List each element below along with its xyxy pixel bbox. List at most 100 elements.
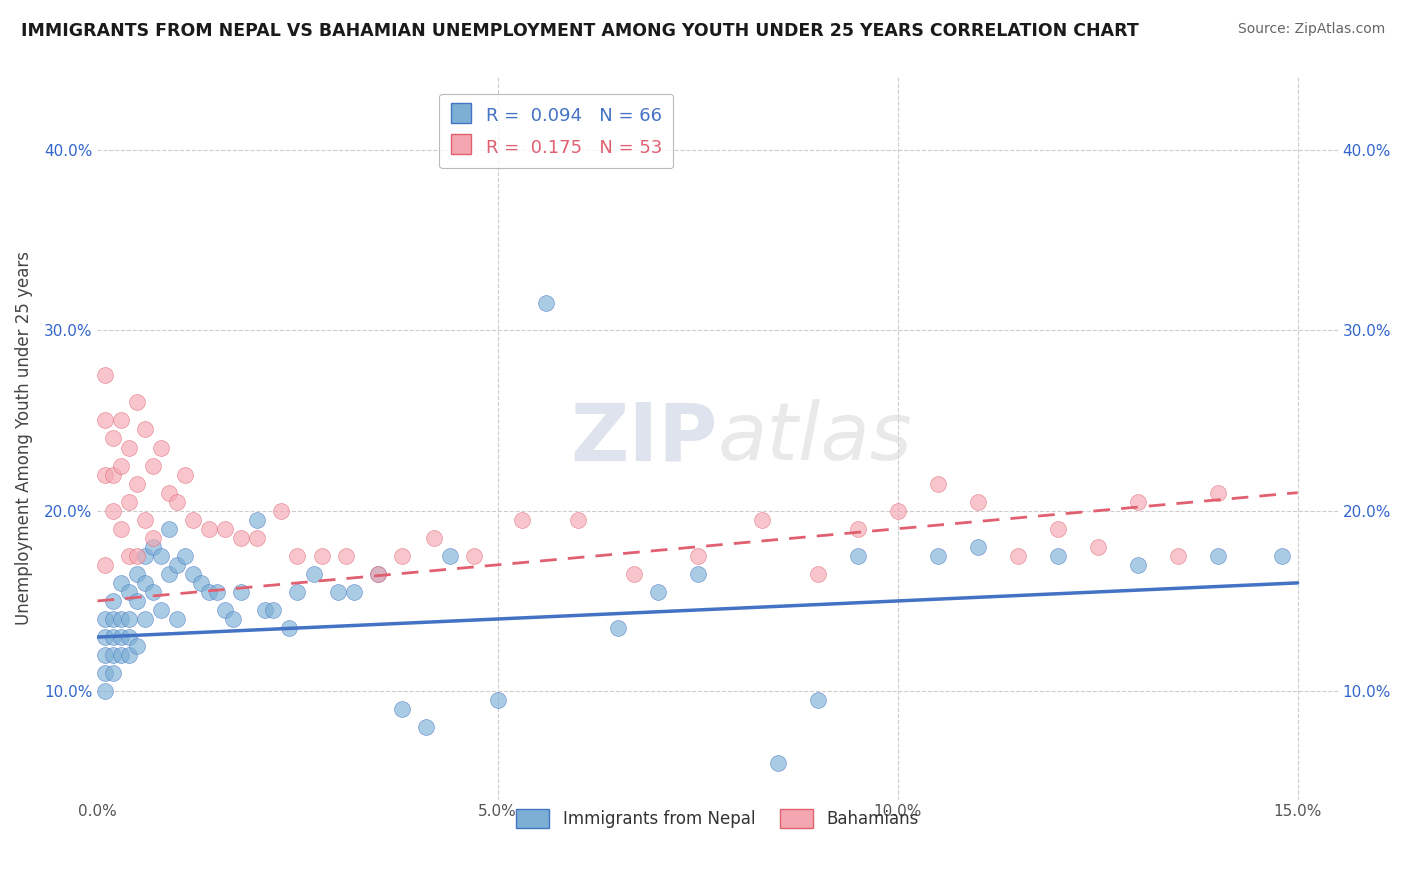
Point	[134, 422, 156, 436]
Point	[927, 476, 949, 491]
Point	[1087, 540, 1109, 554]
Point	[103, 648, 125, 662]
Point	[311, 549, 333, 563]
Point	[751, 513, 773, 527]
Point	[1046, 549, 1069, 563]
Point	[134, 549, 156, 563]
Point	[134, 612, 156, 626]
Point	[927, 549, 949, 563]
Point	[142, 585, 165, 599]
Text: Source: ZipAtlas.com: Source: ZipAtlas.com	[1237, 22, 1385, 37]
Point	[366, 566, 388, 581]
Point	[103, 504, 125, 518]
Point	[134, 513, 156, 527]
Point	[127, 594, 149, 608]
Point	[166, 558, 188, 572]
Point	[278, 621, 301, 635]
Point	[198, 585, 221, 599]
Point	[263, 603, 285, 617]
Point	[94, 666, 117, 681]
Point	[174, 549, 197, 563]
Point	[103, 467, 125, 482]
Point	[127, 395, 149, 409]
Point	[150, 603, 173, 617]
Point	[623, 566, 645, 581]
Point	[166, 612, 188, 626]
Point	[94, 630, 117, 644]
Point	[159, 522, 181, 536]
Text: IMMIGRANTS FROM NEPAL VS BAHAMIAN UNEMPLOYMENT AMONG YOUTH UNDER 25 YEARS CORREL: IMMIGRANTS FROM NEPAL VS BAHAMIAN UNEMPL…	[21, 22, 1139, 40]
Point	[534, 296, 557, 310]
Point	[110, 575, 132, 590]
Y-axis label: Unemployment Among Youth under 25 years: Unemployment Among Youth under 25 years	[15, 252, 32, 625]
Point	[118, 549, 141, 563]
Point	[231, 531, 253, 545]
Point	[118, 585, 141, 599]
Point	[110, 630, 132, 644]
Point	[1271, 549, 1294, 563]
Point	[159, 485, 181, 500]
Point	[94, 368, 117, 383]
Point	[246, 513, 269, 527]
Point	[1126, 494, 1149, 508]
Text: ZIP: ZIP	[571, 400, 717, 477]
Point	[110, 522, 132, 536]
Point	[1007, 549, 1029, 563]
Point	[806, 566, 828, 581]
Point	[103, 612, 125, 626]
Point	[254, 603, 277, 617]
Point	[150, 549, 173, 563]
Point	[647, 585, 669, 599]
Point	[142, 458, 165, 473]
Point	[183, 566, 205, 581]
Point	[118, 494, 141, 508]
Point	[886, 504, 908, 518]
Point	[127, 476, 149, 491]
Point	[214, 522, 236, 536]
Point	[127, 549, 149, 563]
Point	[214, 603, 236, 617]
Point	[94, 467, 117, 482]
Point	[486, 693, 509, 707]
Point	[966, 540, 988, 554]
Point	[439, 549, 461, 563]
Point	[110, 458, 132, 473]
Point	[1206, 485, 1229, 500]
Point	[686, 549, 709, 563]
Point	[606, 621, 628, 635]
Point	[118, 630, 141, 644]
Point	[391, 702, 413, 716]
Point	[567, 513, 589, 527]
Point	[118, 612, 141, 626]
Point	[127, 566, 149, 581]
Point	[110, 612, 132, 626]
Point	[94, 612, 117, 626]
Point	[183, 513, 205, 527]
Point	[103, 630, 125, 644]
Point	[302, 566, 325, 581]
Point	[222, 612, 245, 626]
Point	[366, 566, 388, 581]
Legend: Immigrants from Nepal, Bahamians: Immigrants from Nepal, Bahamians	[509, 802, 925, 835]
Point	[422, 531, 444, 545]
Point	[207, 585, 229, 599]
Point	[94, 684, 117, 698]
Point	[166, 494, 188, 508]
Point	[1206, 549, 1229, 563]
Point	[118, 441, 141, 455]
Point	[966, 494, 988, 508]
Point	[103, 432, 125, 446]
Point	[174, 467, 197, 482]
Point	[1167, 549, 1189, 563]
Point	[134, 575, 156, 590]
Point	[118, 648, 141, 662]
Point	[1046, 522, 1069, 536]
Point	[110, 413, 132, 427]
Point	[766, 756, 789, 771]
Point	[127, 639, 149, 653]
Point	[94, 648, 117, 662]
Point	[846, 522, 869, 536]
Point	[846, 549, 869, 563]
Point	[287, 585, 309, 599]
Point	[806, 693, 828, 707]
